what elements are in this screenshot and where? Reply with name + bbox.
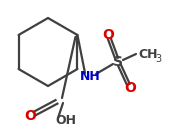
Text: O: O xyxy=(24,109,36,123)
Text: S: S xyxy=(113,55,123,69)
Text: NH: NH xyxy=(80,70,100,82)
Text: 3: 3 xyxy=(155,54,161,64)
Text: OH: OH xyxy=(56,114,77,126)
Text: O: O xyxy=(124,81,136,95)
Text: CH: CH xyxy=(138,48,158,62)
Text: O: O xyxy=(102,28,114,42)
